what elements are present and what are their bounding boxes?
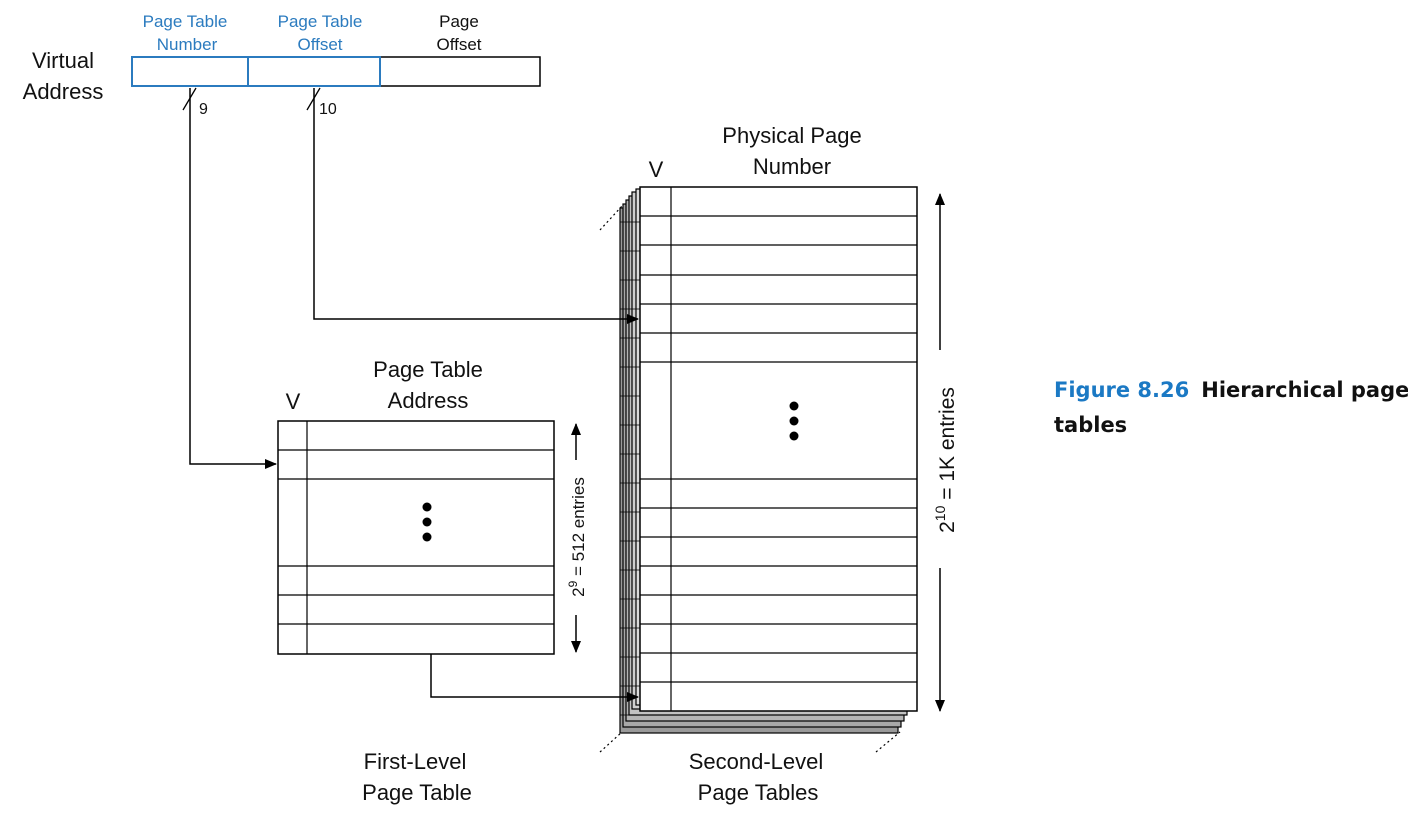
first-level-to-second-level-arrow — [430, 654, 639, 702]
ellipsis-dot — [789, 416, 799, 426]
page-table-offset-to-second-level-arrow — [313, 88, 639, 324]
second-level-title-line2: Page Tables — [698, 780, 819, 805]
ellipsis-dot — [422, 502, 432, 512]
first-level-header-line2: Address — [388, 388, 469, 413]
first-level-title-line2: Page Table — [362, 780, 472, 805]
first-level-v-header: V — [286, 389, 301, 414]
bits-9-label: 9 — [199, 101, 208, 118]
second-level-header-line1: Physical Page — [722, 123, 861, 148]
ellipsis-dot — [422, 532, 432, 542]
field-page-offset-label-line1: Page — [439, 12, 479, 31]
figure-caption-line1: Figure 8.26 Hierarchical page — [1054, 378, 1408, 402]
ellipsis-dot — [789, 431, 799, 441]
first-level-size-label: 29 = 512 entries — [566, 477, 588, 597]
ellipsis-dot — [789, 401, 799, 411]
figure-caption-line2: tables — [1054, 413, 1127, 437]
virtual-address-label-line1: Virtual — [32, 48, 94, 73]
bits-10-label: 10 — [319, 101, 337, 118]
field-page-table-number-label-line2: Number — [157, 35, 218, 54]
field-page-table-offset-label-line1: Page Table — [278, 12, 363, 31]
ellipsis-dot — [422, 517, 432, 527]
first-level-header-line1: Page Table — [373, 357, 483, 382]
second-level-size-label: 210 = 1K entries — [932, 387, 959, 533]
field-page-table-offset-label-line2: Offset — [297, 35, 342, 54]
second-level-page-table — [639, 186, 918, 712]
page-offset-field — [379, 56, 541, 87]
second-level-header-line2: Number — [753, 154, 831, 179]
second-level-title-line1: Second-Level — [689, 749, 824, 774]
page-table-index-fields — [131, 56, 381, 87]
first-level-title-line1: First-Level — [364, 749, 467, 774]
field-page-offset-label-line2: Offset — [436, 35, 481, 54]
field-page-table-number-label-line1: Page Table — [143, 12, 228, 31]
virtual-address-label-line2: Address — [23, 79, 104, 104]
second-level-v-header: V — [649, 157, 664, 182]
page-table-number-to-first-level-arrow — [189, 88, 277, 469]
first-level-page-table — [277, 420, 555, 655]
